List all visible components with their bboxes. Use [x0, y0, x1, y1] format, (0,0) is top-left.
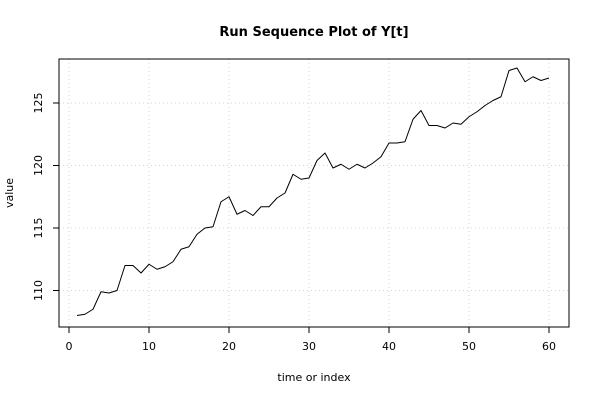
y-axis-label: value	[3, 178, 16, 208]
y-tick-label: 115	[32, 218, 45, 239]
x-axis-label: time or index	[277, 371, 351, 384]
x-tick-label: 20	[222, 340, 236, 353]
y-tick-label: 125	[32, 93, 45, 114]
grid-layer	[59, 59, 569, 327]
chart-title: Run Sequence Plot of Y[t]	[219, 25, 408, 40]
axis-layer: 0 10 20 30 40 50 60 110 115 120 125	[32, 93, 556, 354]
plot-frame	[58, 58, 570, 328]
y-tick-label: 120	[32, 155, 45, 176]
series-layer	[76, 67, 550, 316]
x-tick-label: 50	[462, 340, 476, 353]
x-tick-label: 0	[66, 340, 73, 353]
y-tick-label: 110	[32, 280, 45, 301]
x-tick-label: 30	[302, 340, 316, 353]
series-line	[76, 67, 550, 316]
x-tick-label: 10	[142, 340, 156, 353]
x-tick-label: 40	[382, 340, 396, 353]
x-tick-label: 60	[542, 340, 556, 353]
